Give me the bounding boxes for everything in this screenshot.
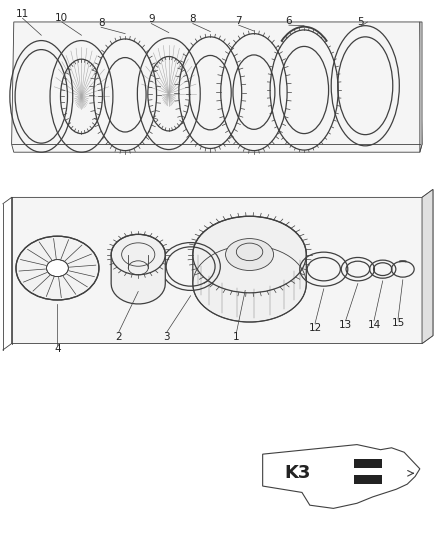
Text: K3: K3 — [284, 464, 311, 482]
Polygon shape — [263, 445, 420, 508]
Ellipse shape — [16, 236, 99, 300]
Text: 9: 9 — [148, 14, 155, 25]
Text: 2: 2 — [115, 332, 122, 342]
Ellipse shape — [226, 239, 274, 270]
Text: 13: 13 — [339, 320, 352, 330]
Polygon shape — [193, 216, 306, 322]
Text: 4: 4 — [54, 344, 61, 354]
Text: 14: 14 — [367, 320, 381, 330]
Polygon shape — [422, 189, 433, 344]
Text: 8: 8 — [190, 14, 196, 25]
Polygon shape — [12, 22, 422, 152]
Bar — [354, 459, 382, 468]
Text: 5: 5 — [357, 17, 364, 27]
Polygon shape — [420, 22, 422, 152]
Ellipse shape — [46, 260, 68, 277]
Bar — [354, 475, 382, 484]
Text: 6: 6 — [286, 16, 292, 26]
Text: 7: 7 — [235, 16, 242, 26]
Text: 3: 3 — [163, 332, 170, 342]
Polygon shape — [111, 235, 165, 304]
Text: 8: 8 — [98, 18, 104, 28]
Text: 12: 12 — [308, 322, 321, 333]
Text: 1: 1 — [233, 332, 240, 342]
Polygon shape — [12, 189, 433, 344]
Text: 11: 11 — [16, 9, 29, 19]
Text: 15: 15 — [392, 318, 405, 328]
Text: 10: 10 — [55, 13, 68, 23]
